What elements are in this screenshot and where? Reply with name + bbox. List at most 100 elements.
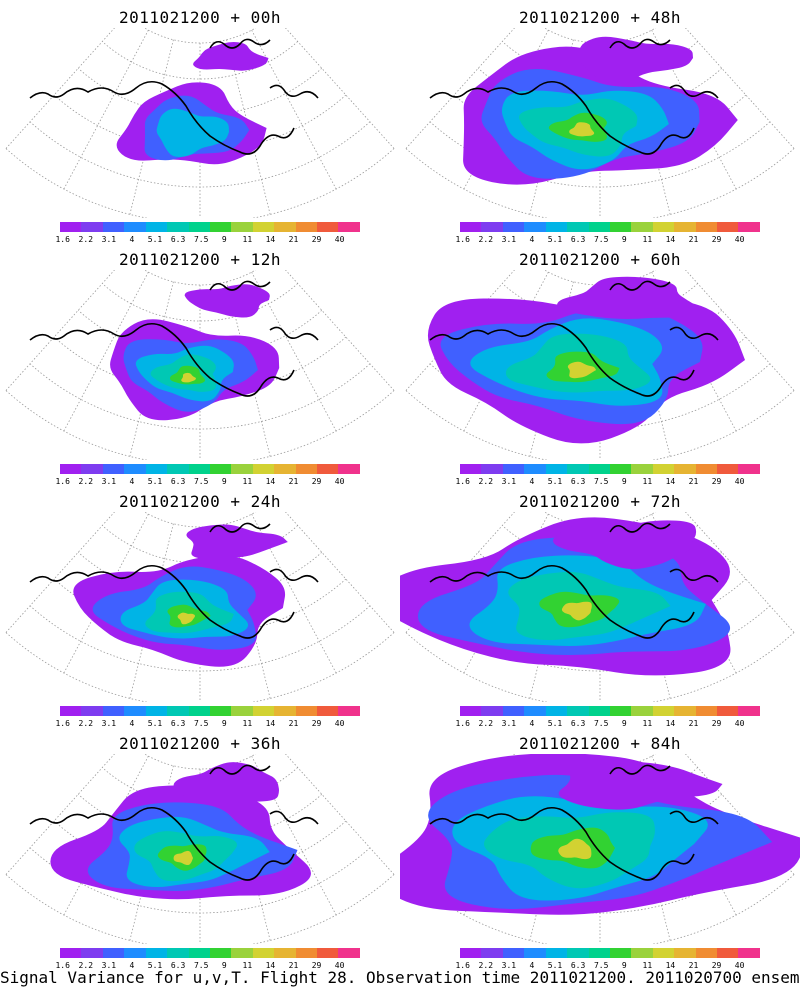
colorbar — [60, 222, 360, 232]
colorbar-tick-label: 21 — [288, 477, 299, 486]
colorbar-swatch — [738, 948, 760, 958]
colorbar — [60, 464, 360, 474]
colorbar-swatch — [167, 222, 189, 232]
colorbar-tick-label: 2.2 — [478, 961, 494, 970]
colorbar-tick-label: 14 — [265, 961, 276, 970]
colorbar-tick-label: 6.3 — [570, 235, 586, 244]
colorbar-tick-label: 29 — [311, 235, 322, 244]
coastline — [429, 522, 719, 639]
variance-field — [116, 42, 269, 165]
variance-contour — [569, 122, 595, 137]
variance-field — [50, 762, 311, 900]
colorbar — [60, 706, 360, 716]
colorbar-swatch — [124, 464, 146, 474]
colorbar-tick-label: 14 — [665, 477, 676, 486]
colorbar-tick-label: 1.6 — [55, 477, 70, 486]
colorbar-swatch — [717, 706, 739, 716]
colorbar-tick-label: 9 — [221, 719, 227, 728]
colorbar-swatch — [545, 222, 568, 232]
colorbar-tick-label: 29 — [711, 719, 722, 728]
colorbar-tick-label: 4 — [529, 719, 535, 728]
meridian-line — [285, 28, 395, 149]
colorbar-swatch — [481, 948, 503, 958]
forecast-panel: 2011021200 + 60h 1.6 2.2 3.1 4 5.1 6.3 7.5 9 11 14… — [400, 242, 800, 486]
meridian-line — [285, 512, 395, 633]
colorbar-ticks: 1.6 2.2 3.1 4 5.1 6.3 7.5 9 11 14 21 29 40 — [52, 477, 352, 487]
colorbar-swatch — [588, 464, 610, 474]
colorbar-swatch — [674, 948, 696, 958]
colorbar-tick-label: 40 — [734, 719, 745, 728]
colorbar-tick-label: 29 — [311, 477, 322, 486]
coastline — [429, 764, 719, 881]
colorbar-swatch — [652, 464, 675, 474]
colorbar-swatch — [317, 222, 339, 232]
colorbar-tick-label: 40 — [734, 961, 745, 970]
colorbar-swatch — [167, 464, 189, 474]
colorbar-swatch — [81, 464, 103, 474]
colorbar-swatch — [545, 706, 568, 716]
colorbar-tick-label: 5.1 — [547, 719, 563, 728]
colorbar-swatch — [209, 706, 232, 716]
colorbar-tick-label: 4 — [129, 235, 135, 244]
colorbar-swatch — [60, 464, 82, 474]
colorbar-swatch — [631, 222, 653, 232]
colorbar-tick-label: 29 — [311, 719, 322, 728]
colorbar-swatch — [481, 222, 503, 232]
panel-title: 2011021200 + 60h — [518, 250, 682, 269]
colorbar-swatch — [338, 464, 360, 474]
colorbar-tick-label: 1.6 — [455, 235, 470, 244]
colorbar — [60, 948, 360, 958]
colorbar-swatch — [588, 948, 610, 958]
colorbar-swatch — [188, 222, 210, 232]
colorbar-swatch — [338, 222, 360, 232]
colorbar-tick-label: 11 — [242, 477, 253, 486]
forecast-panel: 2011021200 + 00h 1.6 2.2 3.1 4 5.1 6.3 7.5 9 11 14… — [0, 0, 400, 244]
colorbar-tick-label: 40 — [734, 477, 745, 486]
colorbar-tick-label: 29 — [711, 477, 722, 486]
panel-title: 2011021200 + 12h — [118, 250, 282, 269]
colorbar-tick-label: 1.6 — [455, 719, 470, 728]
forecast-panel: 2011021200 + 84h 1.6 2.2 3.1 4 5.1 6.3 7.5 9 11 14… — [400, 726, 800, 970]
colorbar-swatch — [502, 706, 525, 716]
colorbar-tick-label: 14 — [265, 477, 276, 486]
colorbar-swatch — [188, 706, 210, 716]
colorbar-swatch — [524, 948, 546, 958]
colorbar-tick-label: 40 — [334, 235, 345, 244]
variance-contour — [557, 276, 700, 319]
forecast-panel: 2011021200 + 48h 1.6 2.2 3.1 4 5.1 6.3 7.5 9 11 14… — [400, 0, 800, 244]
colorbar-swatch — [338, 706, 360, 716]
colorbar-swatch — [695, 222, 718, 232]
forecast-panel: 2011021200 + 12h 1.6 2.2 3.1 4 5.1 6.3 7.5 9 11 14… — [0, 242, 400, 486]
colorbar-swatch — [145, 948, 168, 958]
forecast-panel: 2011021200 + 36h 1.6 2.2 3.1 4 5.1 6.3 7.5 9 11 14… — [0, 726, 400, 970]
variance-contour — [567, 361, 597, 379]
colorbar-tick-label: 3.1 — [501, 961, 517, 970]
colorbar-swatch — [145, 464, 168, 474]
colorbar-tick-label: 3.1 — [101, 961, 117, 970]
colorbar-tick-label: 21 — [288, 719, 299, 728]
panel-title: 2011021200 + 24h — [118, 492, 282, 511]
colorbar-tick-label: 21 — [288, 961, 299, 970]
colorbar-swatch — [609, 222, 632, 232]
colorbar-swatch — [631, 706, 653, 716]
colorbar-tick-label: 3.1 — [101, 235, 117, 244]
colorbar-swatch — [460, 706, 482, 716]
colorbar-swatch — [738, 222, 760, 232]
variance-map — [5, 512, 395, 702]
colorbar-swatch — [231, 464, 253, 474]
variance-contour — [173, 850, 193, 866]
variance-field — [110, 284, 280, 421]
colorbar-swatch — [588, 222, 610, 232]
colorbar-tick-label: 11 — [642, 961, 653, 970]
colorbar-swatch — [60, 948, 82, 958]
coastline — [29, 280, 319, 397]
variance-contour — [184, 284, 270, 318]
colorbar-tick-label: 7.5 — [193, 477, 209, 486]
colorbar-tick-label: 2.2 — [478, 235, 494, 244]
colorbar-tick-label: 21 — [288, 235, 299, 244]
colorbar-tick-label: 6.3 — [170, 235, 186, 244]
colorbar-tick-label: 21 — [688, 235, 699, 244]
coastline — [29, 522, 319, 639]
colorbar-swatch — [60, 706, 82, 716]
colorbar-swatch — [274, 222, 296, 232]
